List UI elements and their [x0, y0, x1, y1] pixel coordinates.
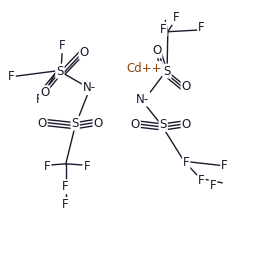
Text: N-: N- [136, 92, 149, 106]
Text: F: F [59, 39, 66, 52]
Text: O: O [152, 44, 161, 57]
Text: S: S [56, 65, 63, 78]
Text: F: F [36, 92, 43, 106]
Text: S: S [159, 118, 166, 131]
Text: F: F [61, 198, 68, 211]
Text: F: F [44, 160, 50, 173]
Text: F: F [220, 158, 227, 172]
Text: O: O [37, 117, 46, 130]
Text: F: F [197, 21, 204, 35]
Text: N-: N- [82, 81, 96, 94]
Text: O: O [130, 118, 139, 131]
Text: O: O [40, 86, 49, 99]
Text: S: S [163, 65, 170, 78]
Text: F: F [209, 179, 215, 192]
Text: O: O [93, 117, 102, 130]
Text: Cd++: Cd++ [126, 62, 161, 75]
Text: F: F [83, 160, 90, 173]
Text: F: F [172, 11, 179, 24]
Text: F: F [61, 180, 68, 193]
Text: O: O [181, 80, 190, 93]
Text: F: F [8, 70, 15, 83]
Text: S: S [71, 117, 78, 130]
Text: F: F [159, 23, 166, 36]
Text: F: F [197, 174, 204, 187]
Text: F: F [182, 156, 189, 169]
Text: O: O [79, 45, 88, 59]
Text: O: O [181, 118, 190, 131]
